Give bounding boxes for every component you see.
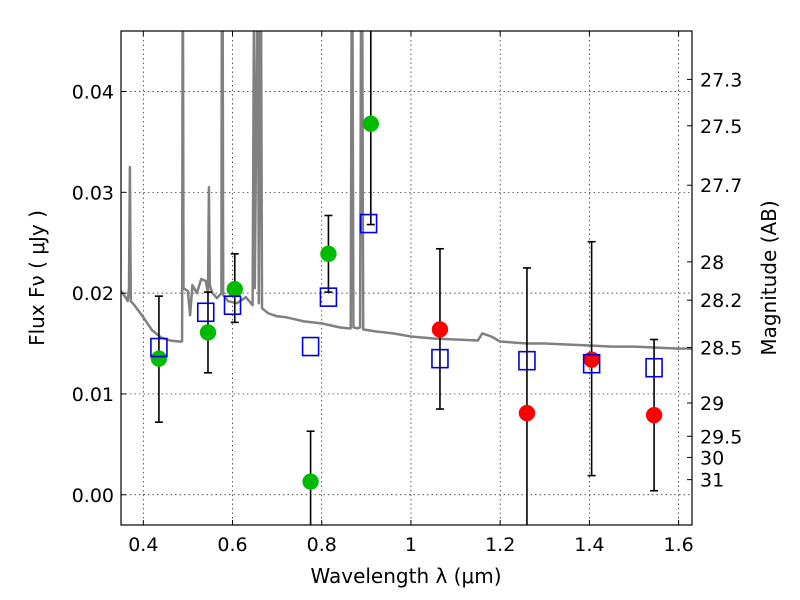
- green-data-point: [320, 245, 337, 263]
- x-tick-label: 1: [405, 534, 417, 556]
- model-square-point: [196, 302, 215, 323]
- right-tick-label: 31: [700, 470, 724, 492]
- model-square-point: [359, 213, 378, 234]
- x-tick-label: 1.2: [485, 534, 515, 556]
- grid-lines: [121, 31, 692, 525]
- axes: [121, 31, 692, 525]
- x-axis-label: Wavelength λ (μm): [310, 564, 501, 588]
- right-tick-label: 29: [700, 393, 724, 415]
- red-data-point: [431, 321, 449, 338]
- model-square-point: [582, 353, 601, 374]
- right-tick-label: 29.5: [700, 426, 742, 448]
- green-data-point: [226, 280, 244, 298]
- right-tick-label: 28.2: [700, 290, 742, 312]
- right-tick-label: 27.7: [700, 175, 742, 197]
- tick-labels: 0.4 0.6 0.8 1 1.2 1.4 1.6 0.00 0.01 0.02 0.03 0.04 2…: [72, 69, 743, 556]
- x-tick-label: 0.6: [217, 534, 247, 556]
- right-tick-label: 27.3: [700, 69, 742, 91]
- x-tick-label: 0.8: [307, 534, 337, 556]
- x-tick-label: 0.4: [128, 534, 158, 556]
- plot-frame: [120, 30, 693, 526]
- model-square-point: [150, 337, 168, 358]
- green-data-point: [362, 115, 380, 133]
- red-data-point: [645, 406, 663, 424]
- model-square-point: [223, 295, 242, 316]
- green-data-point: [150, 350, 168, 367]
- model-square-point: [319, 287, 338, 307]
- x-tick-label: 1.4: [574, 534, 604, 556]
- spectrum-line: [121, 31, 692, 350]
- green-data-point: [199, 324, 217, 341]
- right-tick-label: 27.5: [700, 116, 742, 138]
- y-tick-label: 0.02: [72, 283, 114, 305]
- red-data-point: [518, 404, 536, 422]
- model-square-point: [301, 336, 320, 357]
- green-data-point: [302, 473, 319, 490]
- y-tick-label: 0.04: [72, 81, 114, 103]
- y-tick-label: 0.03: [72, 182, 114, 204]
- model-square-point: [431, 348, 449, 369]
- right-axis-label: Magnitude (AB): [757, 200, 781, 355]
- right-tick-label: 28: [700, 252, 724, 274]
- x-tick-label: 1.6: [664, 534, 694, 556]
- y-axis-label: Flux Fν ( μJy ): [25, 210, 49, 346]
- right-tick-label: 28.5: [700, 338, 742, 360]
- model-square-point: [518, 350, 536, 371]
- right-tick-label: 30: [700, 447, 724, 469]
- model-square-point: [645, 357, 663, 378]
- plot-area: [121, 31, 692, 525]
- y-tick-label: 0.01: [72, 384, 114, 406]
- y-tick-label: 0.00: [72, 485, 114, 507]
